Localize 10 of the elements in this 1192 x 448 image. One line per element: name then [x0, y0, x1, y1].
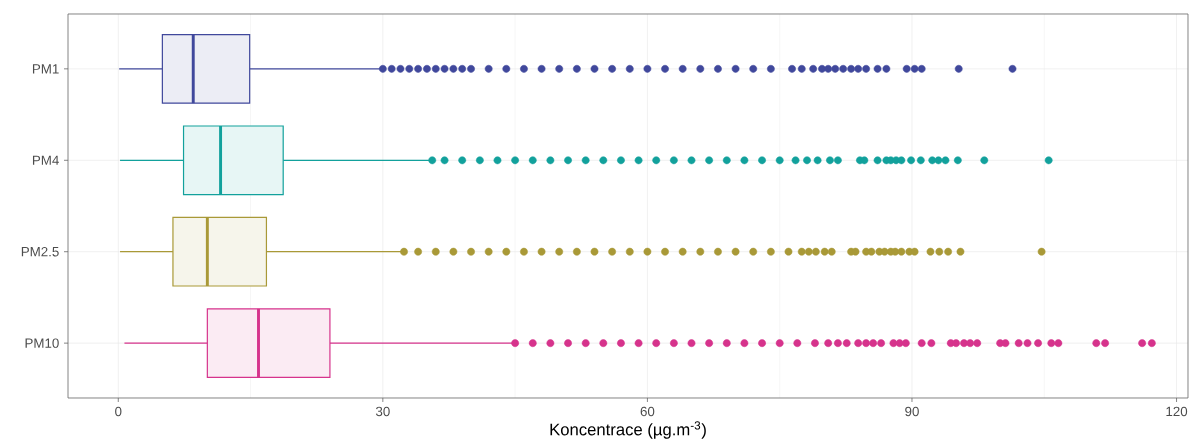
x-tick-label: 120: [1166, 406, 1188, 417]
x-tick-label: 90: [905, 406, 919, 417]
x-axis-title: Koncentrace (µg.m$^{-3}$): [550, 421, 706, 439]
y-tick-label: PM1: [32, 64, 59, 74]
y-tick-label: PM10: [25, 338, 59, 348]
y-tick-label: PM2.5: [21, 246, 59, 257]
x-tick-label: 60: [640, 406, 655, 417]
x-tick-label: 0: [115, 406, 122, 417]
x-tick-label: 30: [375, 406, 390, 417]
y-tick-label: PM4: [32, 155, 59, 165]
